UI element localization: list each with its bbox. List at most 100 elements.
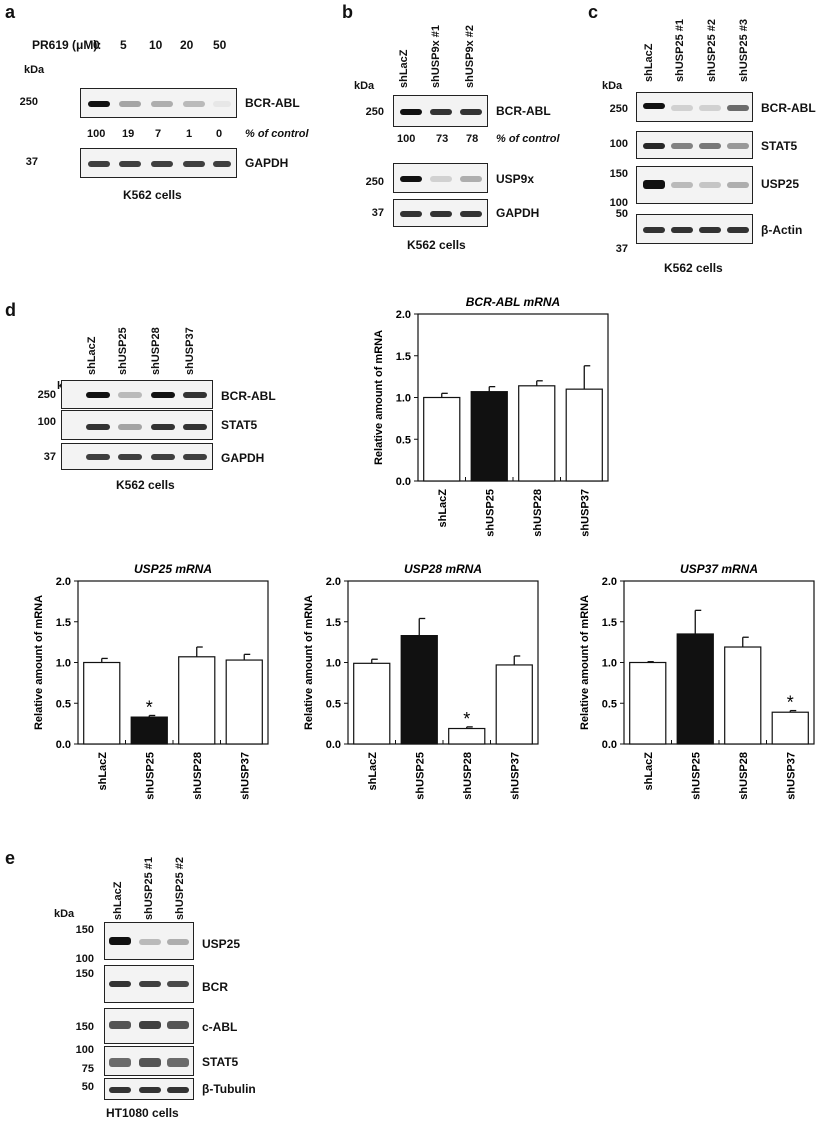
band [86,454,110,460]
band [213,161,231,167]
band [139,981,161,987]
chart-title: USP37 mRNA [680,562,758,576]
band [671,143,693,149]
x-tick-label: shUSP28 [738,752,750,800]
blot-label: BCR [202,980,228,994]
dose-10: 10 [149,38,163,52]
blot-bcr [104,965,194,1003]
blot-label: BCR-ABL [761,101,816,115]
band [118,424,142,430]
lane-label: shUSP25 #1 [143,857,155,920]
x-tick-label: shUSP25 [690,752,702,800]
lane-label: shUSP25 #1 [674,19,686,82]
mw-marker: 250 [19,96,38,108]
blot-label: USP25 [202,937,241,951]
significance-marker: * [463,709,470,729]
band [151,424,175,430]
lane-label: shUSP9x #2 [464,25,476,88]
lane-label: shUSP25 [117,327,129,375]
band [643,143,665,149]
blot-label: β-Tubulin [202,1082,256,1096]
band [460,176,482,182]
x-tick-label: shUSP28 [532,489,544,537]
lane-label: shUSP25 #3 [738,19,750,82]
y-tick-label: 1.0 [326,658,341,670]
percent-value: 100 [397,133,416,145]
band [430,211,452,217]
panel-a-letter: a [5,2,16,22]
lane-label: shUSP25 #2 [174,857,186,920]
percent-value: 100 [87,128,106,140]
band [139,1087,161,1093]
bar [353,662,391,745]
blot-bcr-abl [636,92,753,122]
mw-marker: 250 [37,389,56,401]
percent-value: 0 [216,128,223,140]
chart-svg: USP37 mRNA 0.0 0.5 1.0 1.5 2.0 Relative amount… [579,562,815,800]
kda-label: kDa [24,64,45,76]
bar [724,646,762,745]
band [151,392,175,398]
mw-marker: 250 [365,106,384,118]
band [118,392,142,398]
band [400,176,422,182]
bar-chart-usp37-mrna: USP37 mRNA 0.0 0.5 1.0 1.5 2.0 Relative amount… [566,555,826,835]
x-tick-label: shUSP37 [239,752,251,800]
mw-marker: 37 [25,156,38,168]
lane-label: shUSP25 #2 [706,19,718,82]
percent-label: % of control [496,133,560,145]
band [109,1021,131,1029]
band [109,981,131,987]
blot-gapdh [61,443,213,470]
blot-stat5 [636,131,753,159]
blot-label: GAPDH [221,451,265,465]
mw-marker: 37 [615,243,628,255]
mw-marker: 50 [81,1081,94,1093]
mw-marker: 150 [75,968,94,980]
band [643,227,665,233]
band [86,424,110,430]
blot-beta-actin [636,214,753,244]
blot-gapdh [80,148,237,178]
dose-5: 5 [120,38,127,52]
band [460,211,482,217]
y-tick-label: 2.0 [326,576,341,588]
bar [565,388,603,482]
band [699,143,721,149]
mw-marker: 75 [81,1063,94,1075]
blot-usp9x [393,163,488,193]
x-tick-label: shUSP25 [144,752,156,800]
significance-marker: * [787,693,794,713]
mw-marker: 50 [615,208,628,220]
mw-marker: 37 [43,451,56,463]
kda-label: kDa [602,80,623,92]
band [139,1058,161,1067]
lane-label: shLacZ [643,43,655,82]
band [727,182,749,188]
band [109,1058,131,1067]
blot-label: USP9x [496,172,535,186]
blot-label: STAT5 [761,139,798,153]
band [183,392,207,398]
chart-title: USP25 mRNA [134,562,212,576]
blot-label: STAT5 [202,1055,239,1069]
band [183,161,205,167]
cell-line-label: K562 cells [123,188,182,202]
band [699,105,721,111]
percent-value: 19 [122,128,135,140]
bar-chart-usp28-mrna: USP28 mRNA 0.0 0.5 1.0 1.5 2.0 Relative amount… [290,555,550,835]
blot-bcr-abl [393,95,488,127]
band [167,1058,189,1067]
y-tick-label: 1.0 [602,658,617,670]
mw-marker: 100 [609,197,628,209]
y-tick-label: 0.0 [602,739,617,751]
band [643,103,665,109]
blot-label: BCR-ABL [496,104,551,118]
blot-label: BCR-ABL [221,389,276,403]
y-tick-label: 0.0 [56,739,71,751]
cell-line-label: K562 cells [664,261,723,275]
blot-label: GAPDH [245,156,289,170]
bar [178,656,216,745]
bar [676,633,714,745]
band [671,182,693,188]
